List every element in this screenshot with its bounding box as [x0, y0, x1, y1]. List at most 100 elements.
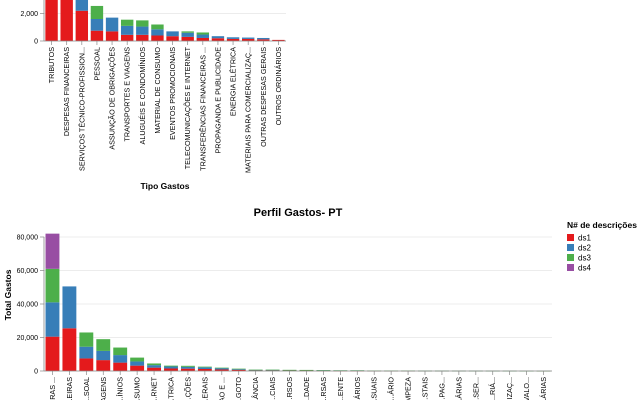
chart-title: Perfil Gastos- PT [254, 207, 343, 219]
x-tick-label: ...SUMO [133, 377, 142, 400]
y-tick-label: 2,000 [20, 11, 38, 18]
bar-segment-ds2 [211, 36, 225, 39]
y-tick-label: 80,000 [17, 235, 39, 242]
bar-segment-ds1 [136, 34, 149, 41]
bar-segment-ds1 [272, 39, 285, 41]
y-tick-label: 0 [34, 39, 38, 46]
bar-segment-ds1 [180, 368, 195, 371]
x-tick-label: ...AGENS [99, 377, 108, 400]
bar-segment-ds3 [231, 368, 246, 370]
x-tick-label: ...TRICA [167, 377, 176, 400]
bar-segment-ds2 [214, 368, 229, 370]
bar-segment-ds3 [90, 5, 104, 19]
x-tick-label: TRANSPORTES E VIAGENS [123, 47, 132, 142]
bar-segment-ds2 [241, 37, 255, 39]
legend-swatch-ds2 [567, 244, 574, 251]
x-tick-label: MATERIAIS PARA COMERCIALIZAÇ... [244, 47, 253, 173]
x-tick-label: ...MPEZA [404, 377, 413, 400]
bar-segment-ds3 [197, 366, 212, 368]
bar-segment-ds3 [265, 369, 280, 371]
bar-segment-ds1 [166, 36, 179, 41]
x-tick-label: ...ERAIS [200, 377, 209, 400]
legend-label-ds1: ds1 [578, 234, 591, 243]
bar-segment-ds3 [180, 365, 195, 367]
x-axis-title: Tipo Gastos [141, 181, 190, 191]
x-tick-label: ...ENTE [336, 377, 345, 400]
x-tick-label: ...SOAL [82, 377, 91, 400]
bar-segment-ds2 [166, 31, 179, 37]
x-tick-label: ...IZAÇ... [505, 377, 514, 400]
x-tick-label: ...RIÁ... [488, 377, 497, 400]
chart-top: 0 2,000 TRIBUTOS DESPESAS FINANCEIRAS SERVIÇ… [20, 0, 286, 173]
x-tick-label: ASSUNÇÃO DE OBRIGAÇÕES [108, 47, 117, 150]
x-tick-label: SERVIÇOS TÉCNICO-PROFISSION... [77, 47, 86, 171]
bar-segment-ds2 [90, 19, 104, 31]
x-tick-label: ...RAS ... [48, 377, 57, 400]
x-tick-label: ...ÍNIOS [116, 377, 125, 400]
bar-segment-ds3 [181, 31, 194, 33]
x-tick-label: ...RSAS [319, 377, 328, 400]
y-tick-label: 60,000 [17, 268, 39, 275]
chart-bottom: Perfil Gastos- PT Total Gastos 0 20,000 40… [3, 207, 552, 400]
bar-segment-ds2 [96, 350, 111, 361]
bar-segment-ds2 [257, 37, 270, 40]
x-tick-label: ...SER... [471, 377, 480, 400]
bar-segment-ds1 [231, 369, 246, 371]
bar-segment-ds1 [226, 38, 240, 41]
bar-segment-ds2 [197, 367, 212, 369]
bar-segment-ds2 [147, 365, 162, 368]
bar-segment-ds3 [136, 20, 149, 27]
bar-segment-ds2 [226, 37, 240, 39]
bar-segment-ds2 [62, 286, 77, 329]
legend-title: N# de descrições [567, 220, 637, 230]
bar-segment-ds1 [151, 35, 164, 41]
bar-segment-ds3 [282, 369, 297, 371]
bar-segment-ds1 [60, 0, 73, 41]
bar-segment-ds1 [113, 362, 128, 371]
bar-segment-ds1 [211, 38, 225, 41]
bar-segment-ds1 [90, 30, 104, 41]
x-tick-label: DESPESAS FINANCEIRAS [62, 47, 71, 136]
x-tick-label: ...VALO... [522, 377, 531, 400]
x-tick-label: ...PAG... [437, 377, 446, 400]
bar-segment-ds3 [120, 19, 134, 26]
bar-segment-ds2 [151, 29, 164, 36]
bar-segment-ds1 [79, 358, 94, 371]
legend-swatch-ds3 [567, 254, 574, 261]
y-tick-label: 40,000 [17, 302, 39, 309]
bar-segment-ds3 [45, 268, 60, 303]
legend-label-ds2: ds2 [578, 244, 591, 253]
bar-segment-ds3 [248, 369, 263, 371]
bar-segment-ds1 [257, 39, 270, 41]
x-tick-label: ...ÂNCIA [251, 377, 260, 400]
x-tick-label: EVENTOS PROMOCIONAIS [168, 47, 177, 140]
bar-segment-ds3 [299, 369, 314, 371]
bar-segment-ds2 [120, 25, 134, 35]
bar-segment-ds1 [105, 31, 119, 41]
x-tick-label: PROPAGANDA E PUBLICIDADE [213, 47, 222, 154]
bar-segment-ds3 [147, 363, 162, 366]
bar-segment-ds2 [196, 34, 210, 38]
bar-segment-ds2 [113, 355, 128, 363]
bar-segment-ds2 [75, 0, 89, 11]
bar-segment-ds2 [164, 366, 178, 369]
legend-label-ds4: ds4 [578, 264, 591, 273]
bar-segment-ds3 [130, 357, 145, 362]
x-tick-label: ...SUAIS [370, 377, 379, 400]
x-tick-label: ...AO E ... [217, 377, 226, 400]
bar-segment-ds1 [164, 368, 178, 371]
x-tick-label: ENERGIA ELÉTRICA [229, 47, 238, 116]
bar-segment-ds2 [181, 32, 194, 37]
x-tick-label: OUTRAS DESPESAS GERAIS [259, 47, 268, 147]
bar-segment-ds1 [147, 367, 162, 371]
x-tick-label: ...RSOS [285, 377, 294, 400]
x-tick-label: TRIBUTOS [47, 47, 56, 83]
x-tick-label: ALUGUÉIS E CONDOMÍNIOS [138, 47, 147, 145]
bar-segment-ds3 [96, 339, 111, 351]
x-tick-label: OUTROS ORDINÁRIOS [274, 47, 283, 125]
bar-segment-ds1 [130, 365, 145, 371]
y-tick-label: 0 [34, 369, 38, 376]
x-tick-label: ...EIRAS [65, 377, 74, 400]
bar-segment-ds1 [181, 36, 194, 41]
